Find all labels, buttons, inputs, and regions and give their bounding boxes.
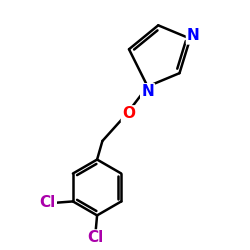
Text: Cl: Cl <box>88 230 104 246</box>
Text: N: N <box>141 84 154 99</box>
Text: Cl: Cl <box>40 195 56 210</box>
Text: O: O <box>122 106 135 121</box>
Text: N: N <box>187 28 200 44</box>
